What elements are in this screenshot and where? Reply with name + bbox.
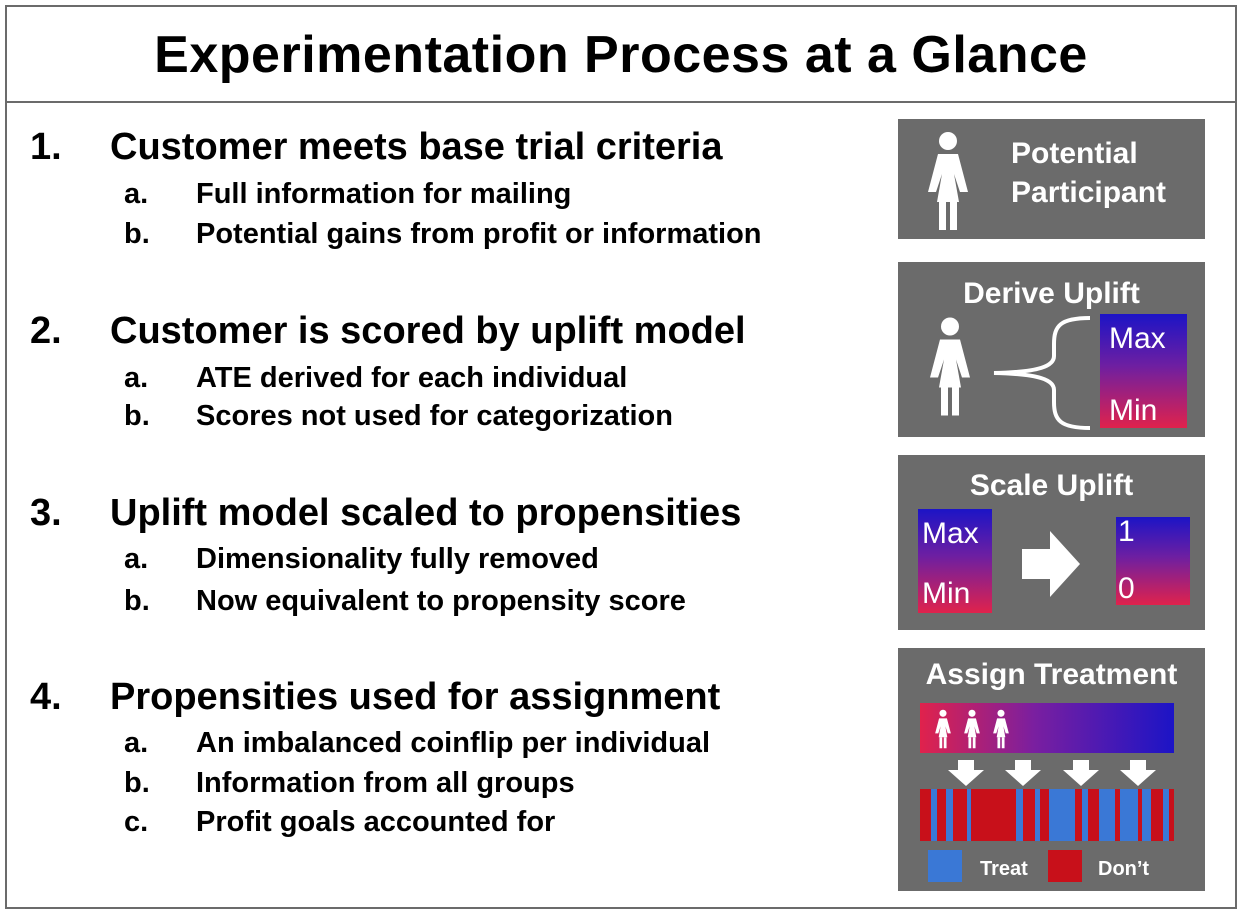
assign-treatment-panel: Assign Treatment Treat Don’t bbox=[898, 648, 1205, 891]
scaled-zero-label: 0 bbox=[1118, 572, 1135, 605]
scaled-propensity-gradient bbox=[1116, 517, 1190, 605]
step-3-sub-b-text: Now equivalent to propensity score bbox=[196, 585, 686, 617]
step-4-sub-b-letter: b. bbox=[124, 767, 150, 799]
legend-dont-swatch bbox=[1048, 850, 1082, 882]
participant-panel: Potential Participant bbox=[898, 119, 1205, 239]
treat-bar bbox=[1099, 789, 1116, 841]
down-arrow-icon bbox=[1120, 760, 1156, 786]
dont-bar bbox=[986, 789, 999, 841]
down-arrow-icon bbox=[1063, 760, 1099, 786]
dont-bar bbox=[1151, 789, 1163, 841]
step-4-sub-a-letter: a. bbox=[124, 727, 149, 759]
treat-bar bbox=[1162, 789, 1170, 841]
step-1-sub-b-letter: b. bbox=[124, 218, 150, 250]
legend-treat-label: Treat bbox=[980, 858, 1028, 880]
dont-bar bbox=[1115, 789, 1120, 841]
step-2-sub-b-text: Scores not used for categorization bbox=[196, 400, 673, 432]
brace-icon bbox=[993, 316, 1091, 430]
legend-treat-swatch bbox=[928, 850, 962, 882]
step-1-sub-a-letter: a. bbox=[124, 178, 149, 210]
step-3-text: Uplift model scaled to propensities bbox=[110, 492, 742, 534]
dont-bar bbox=[1040, 789, 1050, 841]
raw-min-label: Min bbox=[922, 577, 971, 610]
step-2-text: Customer is scored by uplift model bbox=[110, 310, 746, 352]
gradient-max-label: Max bbox=[1109, 322, 1166, 355]
treat-bar bbox=[1082, 789, 1088, 841]
treat-bar bbox=[1126, 789, 1138, 841]
step-3-sub-b-letter: b. bbox=[124, 585, 150, 617]
person-icon bbox=[993, 709, 1009, 749]
right-arrow-icon bbox=[1022, 531, 1080, 597]
person-icon bbox=[964, 709, 980, 749]
dont-bar bbox=[1023, 789, 1035, 841]
person-icon bbox=[928, 132, 968, 230]
step-1-sub-b-text: Potential gains from profit or informati… bbox=[196, 218, 762, 250]
assignment-strip bbox=[920, 789, 1174, 841]
participant-label-line2: Participant bbox=[1011, 176, 1167, 209]
dont-bar bbox=[1169, 789, 1174, 841]
step-2-sub-a-letter: a. bbox=[124, 362, 149, 394]
treat-bar bbox=[946, 789, 953, 841]
derive-uplift-title: Derive Uplift bbox=[963, 277, 1140, 310]
raw-max-label: Max bbox=[922, 517, 979, 550]
derive-uplift-panel: Derive Uplift Max Min bbox=[898, 262, 1205, 437]
scale-uplift-panel: Scale Uplift Max Min 1 0 bbox=[898, 455, 1205, 630]
person-icon bbox=[930, 317, 970, 416]
gradient-min-label: Min bbox=[1109, 394, 1158, 427]
treat-bar bbox=[931, 789, 938, 841]
step-3-sub-a-text: Dimensionality fully removed bbox=[196, 543, 599, 575]
scaled-one-label: 1 bbox=[1118, 515, 1135, 548]
step-4-sub-c-text: Profit goals accounted for bbox=[196, 806, 556, 838]
dont-bar bbox=[952, 789, 967, 841]
step-1-number: 1. bbox=[30, 126, 62, 168]
step-3-number: 3. bbox=[30, 492, 62, 534]
step-4-sub-c-letter: c. bbox=[124, 806, 149, 838]
down-arrow-icon bbox=[1005, 760, 1041, 786]
title-bar: Experimentation Process at a Glance bbox=[5, 5, 1237, 103]
step-2-number: 2. bbox=[30, 310, 62, 352]
step-4-sub-a-text: An imbalanced coinflip per individual bbox=[196, 727, 711, 759]
treat-bar bbox=[1119, 789, 1127, 841]
uplift-score-gradient bbox=[1100, 314, 1187, 428]
treat-bar bbox=[1059, 789, 1076, 841]
step-1-text: Customer meets base trial criteria bbox=[110, 126, 723, 168]
treat-bar bbox=[1049, 789, 1060, 841]
down-arrow-icon bbox=[948, 760, 984, 786]
assign-treatment-title: Assign Treatment bbox=[925, 658, 1178, 691]
step-4-sub-b-text: Information from all groups bbox=[196, 767, 575, 799]
treat-bar bbox=[1016, 789, 1024, 841]
person-icon bbox=[935, 709, 951, 749]
propensity-bar bbox=[920, 703, 1174, 753]
dont-bar bbox=[920, 789, 932, 841]
treat-bar bbox=[1142, 789, 1152, 841]
legend-dont-label: Don’t bbox=[1098, 858, 1150, 880]
dont-bar bbox=[998, 789, 1017, 841]
page-title: Experimentation Process at a Glance bbox=[154, 26, 1088, 84]
step-2-sub-a-text: ATE derived for each individual bbox=[196, 362, 628, 394]
step-1-sub-a-text: Full information for mailing bbox=[196, 178, 572, 210]
dont-bar bbox=[971, 789, 987, 841]
treat-bar bbox=[966, 789, 972, 841]
participant-label-line1: Potential bbox=[1011, 137, 1138, 170]
step-4-number: 4. bbox=[30, 676, 62, 718]
step-4-text: Propensities used for assignment bbox=[110, 676, 721, 718]
step-2-sub-b-letter: b. bbox=[124, 400, 150, 432]
dont-bar bbox=[1137, 789, 1143, 841]
raw-uplift-gradient bbox=[918, 509, 992, 613]
dont-bar bbox=[1075, 789, 1083, 841]
step-3-sub-a-letter: a. bbox=[124, 543, 149, 575]
treat-bar bbox=[1034, 789, 1041, 841]
figure-frame bbox=[5, 5, 1237, 909]
dont-bar bbox=[1087, 789, 1100, 841]
dont-bar bbox=[937, 789, 947, 841]
scale-uplift-title: Scale Uplift bbox=[969, 469, 1134, 502]
